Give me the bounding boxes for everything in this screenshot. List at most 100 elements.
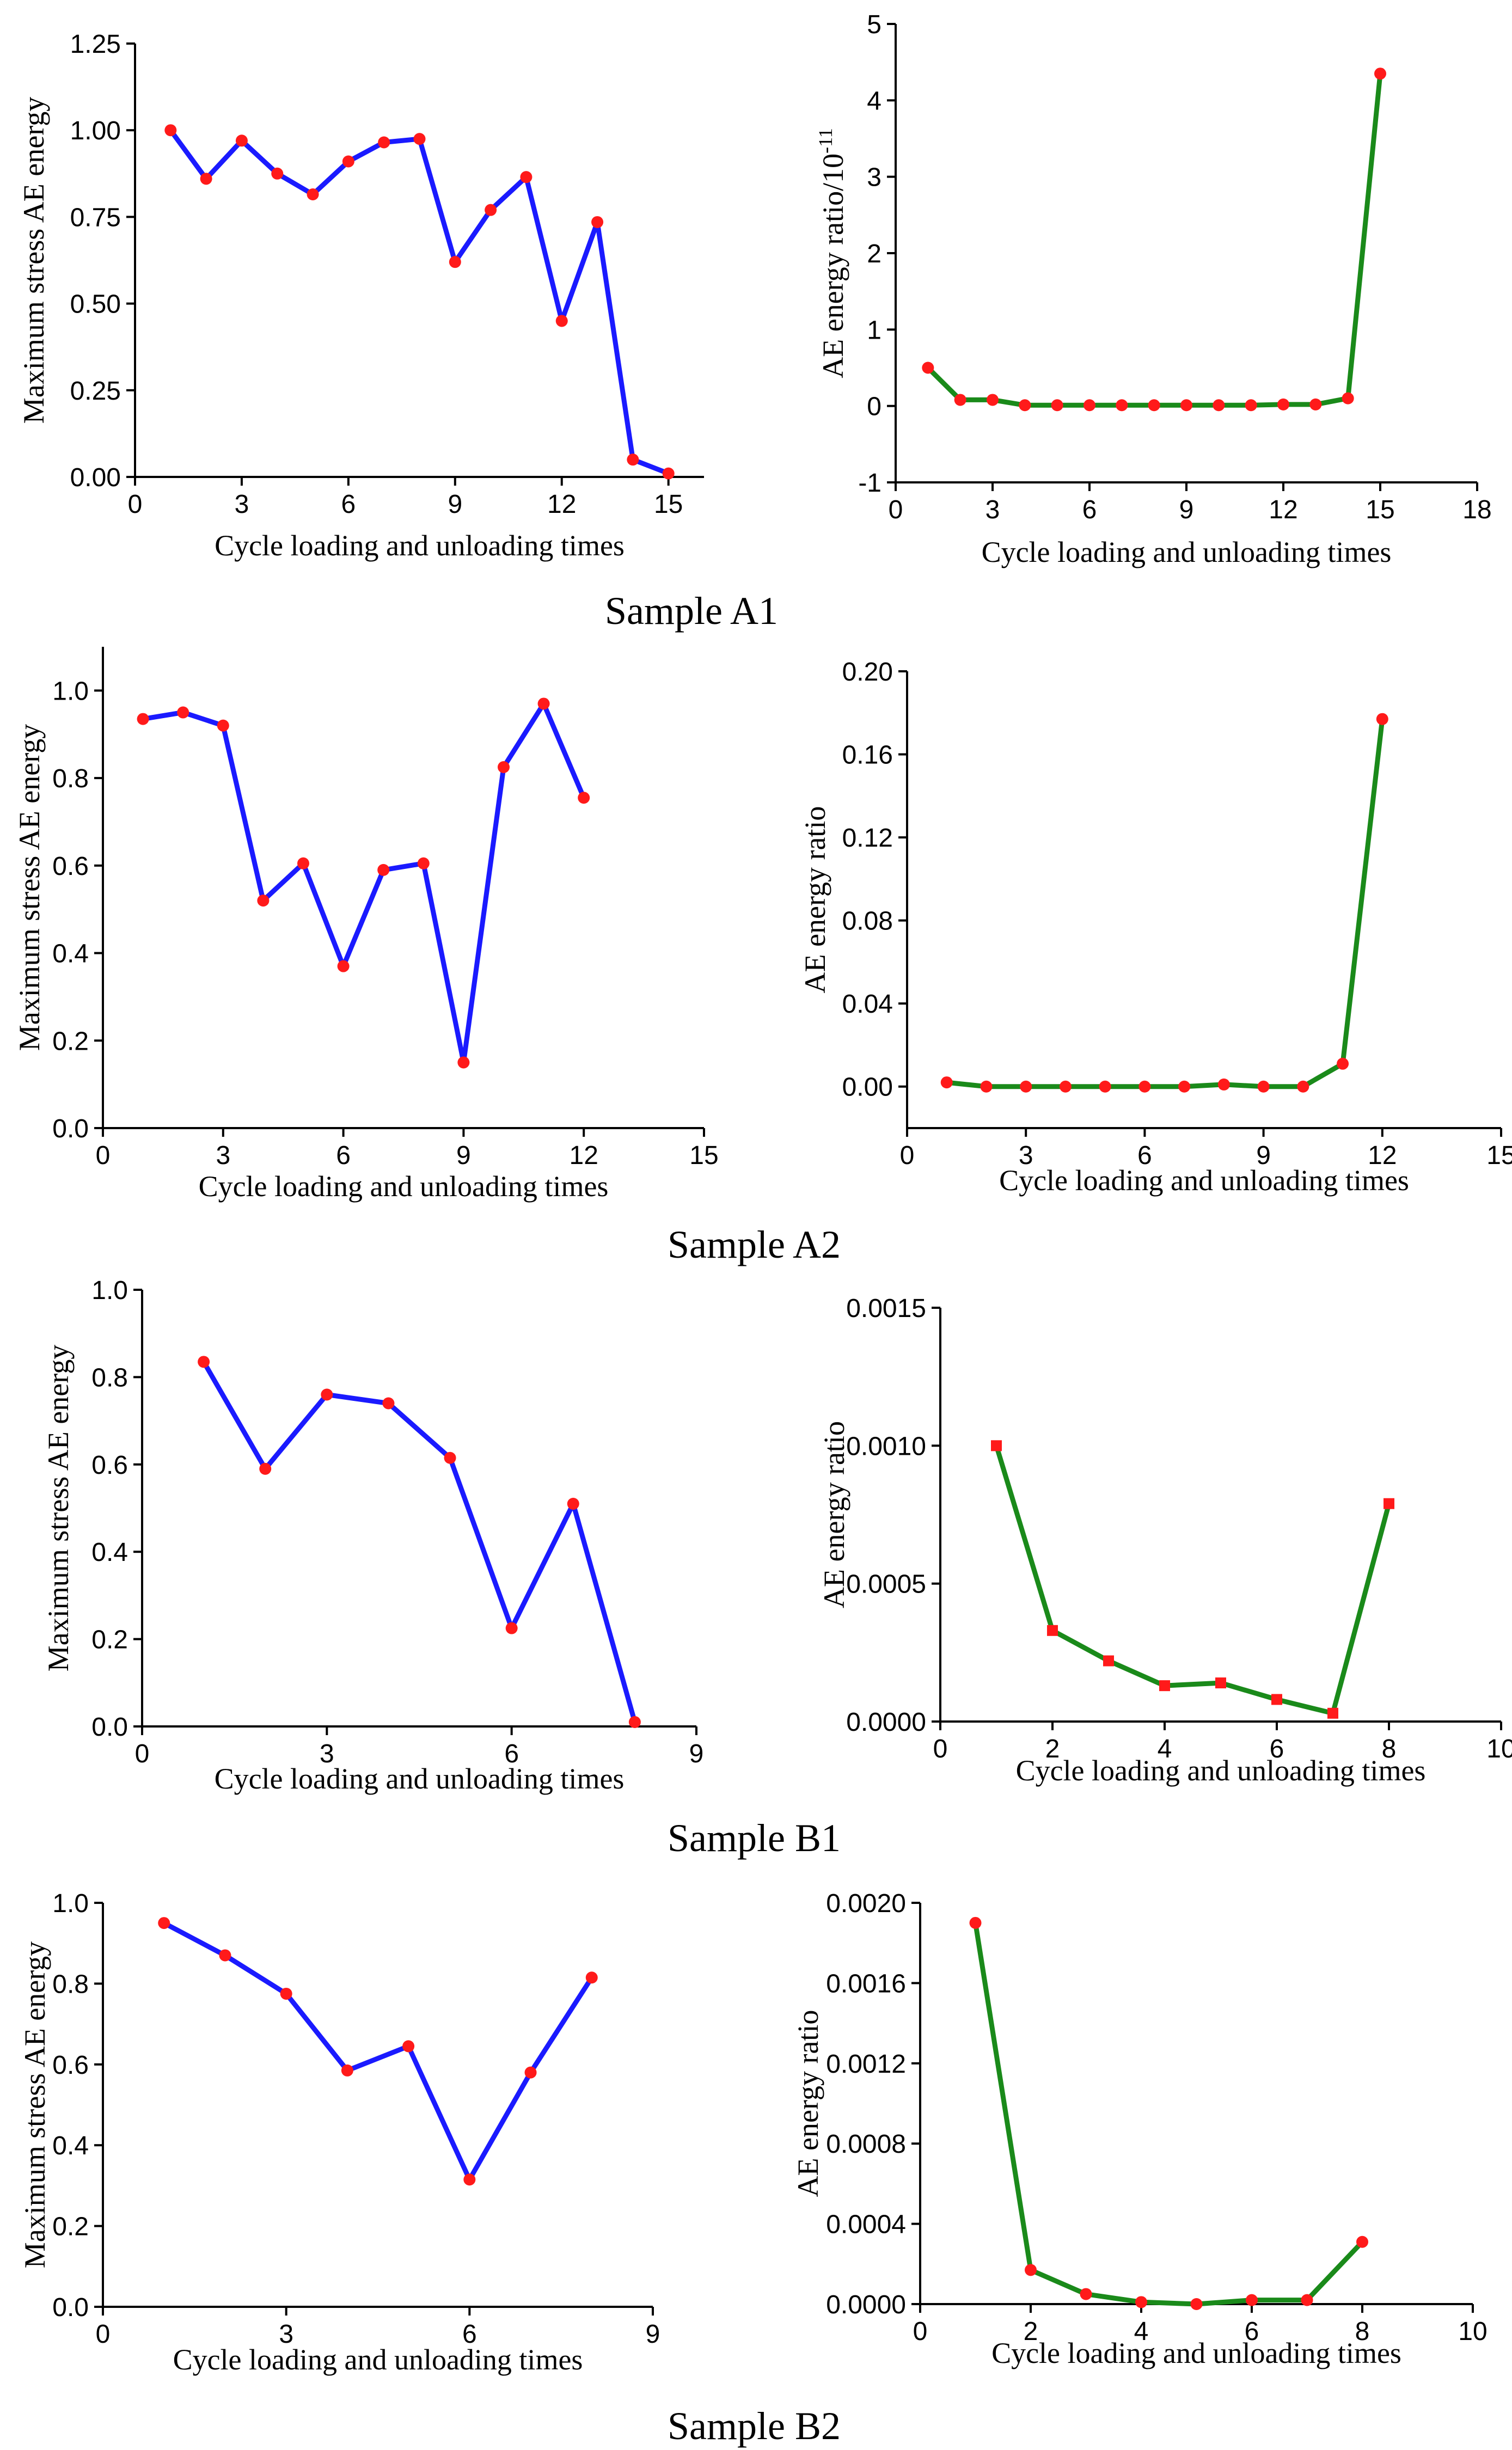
y-tick-label: 1.0 <box>91 1276 128 1305</box>
data-point <box>1059 1080 1072 1093</box>
y-tick-label: 0.0000 <box>846 1708 926 1737</box>
x-axis-label: Cycle loading and unloading times <box>999 1164 1409 1197</box>
data-point <box>1180 399 1192 412</box>
y-tick-label: 1.25 <box>70 30 121 59</box>
data-point <box>524 2066 537 2079</box>
data-point <box>137 713 149 725</box>
series-line <box>161 1920 595 2182</box>
data-point <box>297 857 309 869</box>
y-tick-label: 0.0004 <box>826 2210 906 2239</box>
y-tick-label: 3 <box>867 163 882 192</box>
y-tick-label: 0.16 <box>842 741 893 770</box>
data-point <box>991 1440 1002 1451</box>
data-point <box>1297 1080 1309 1093</box>
y-axis-label: Maximum stress AE energy <box>42 1345 75 1671</box>
data-point <box>485 204 497 216</box>
x-tick-label: 9 <box>646 2320 660 2349</box>
x-tick-label: 0 <box>96 1141 111 1170</box>
y-tick-label: 0.6 <box>52 2051 89 2080</box>
data-point <box>1246 2294 1258 2306</box>
x-tick-label: 2 <box>1045 1735 1060 1763</box>
data-point <box>1116 399 1128 412</box>
chart-b2-right: 0 2 4 6 8 10 0.0000 0.0004 0.0008 0.0012 0.0016 0.0… <box>792 1889 1487 2369</box>
x-tick-label: 0 <box>128 490 143 519</box>
y-tick-label: 0.08 <box>842 907 893 936</box>
y-tick-label: 0.0 <box>52 2293 89 2322</box>
data-point <box>1080 2288 1092 2300</box>
data-point <box>537 697 550 710</box>
y-tick-label: 0.6 <box>91 1451 128 1480</box>
data-point <box>520 171 532 183</box>
x-tick-label: 10 <box>1458 2317 1487 2346</box>
data-point <box>235 134 248 147</box>
x-axis-label: Cycle loading and unloading times <box>199 1170 609 1203</box>
data-point <box>555 315 568 327</box>
y-axis-label-superscript: -11 <box>815 128 836 154</box>
data-point <box>1051 399 1063 412</box>
data-point <box>457 1056 470 1069</box>
data-point <box>177 706 189 719</box>
y-tick-label: 5 <box>867 10 882 39</box>
data-point <box>922 362 934 374</box>
y-tick-label: 0.4 <box>52 940 89 969</box>
series-line <box>140 701 586 1065</box>
y-tick-label: -1 <box>858 469 882 498</box>
y-tick-label: 0.0012 <box>826 2050 906 2079</box>
data-point <box>585 1971 598 1984</box>
data-point <box>1277 398 1289 411</box>
x-axis-label: Cycle loading and unloading times <box>1016 1754 1426 1787</box>
data-point <box>1215 1677 1226 1689</box>
chart-a2-right: 0 3 6 9 12 15 0.00 0.04 0.08 0.12 0.16 0.20 Cycle lo… <box>799 658 1512 1197</box>
data-point <box>1337 1057 1349 1070</box>
x-tick-label: 6 <box>341 490 356 519</box>
data-point <box>1342 392 1354 405</box>
y-axis-label: Maximum stress AE energy <box>17 97 50 424</box>
data-point <box>1019 399 1031 412</box>
series-line <box>168 127 671 476</box>
data-point <box>1047 1625 1058 1636</box>
y-tick-label: 1.0 <box>52 1889 89 1918</box>
y-axis-label: AE energy ratio <box>818 1421 850 1608</box>
y-tick-label: 0.04 <box>842 990 893 1019</box>
series-line <box>201 1359 638 1725</box>
chart-a1-left: 0 3 6 9 12 15 0.00 0.25 0.50 0.75 1.00 1.25 Cycle lo… <box>17 30 704 562</box>
x-tick-label: 8 <box>1382 1735 1397 1763</box>
x-tick-label: 15 <box>654 490 683 519</box>
y-tick-label: 1 <box>867 316 882 345</box>
data-point <box>1217 1078 1230 1091</box>
x-tick-label: 6 <box>336 1141 351 1170</box>
x-tick-label: 3 <box>279 2320 293 2349</box>
data-point <box>463 2173 476 2186</box>
series-line <box>925 71 1383 408</box>
data-point <box>1159 1680 1170 1692</box>
data-point <box>987 394 999 406</box>
data-point <box>413 133 426 145</box>
data-point <box>1084 399 1095 412</box>
data-point <box>627 454 639 466</box>
data-point <box>954 394 966 406</box>
x-tick-label: 6 <box>1137 1141 1152 1170</box>
data-point <box>198 1356 210 1368</box>
data-point <box>1190 2298 1203 2310</box>
y-tick-label: 0.2 <box>52 1027 89 1056</box>
x-tick-label: 4 <box>1158 1735 1172 1763</box>
data-point <box>280 1987 292 2000</box>
x-tick-label: 0 <box>135 1739 150 1768</box>
data-point <box>1178 1080 1191 1093</box>
x-tick-label: 6 <box>1082 495 1097 524</box>
y-tick-label: 0.00 <box>842 1073 893 1102</box>
y-tick-label: 0.0000 <box>826 2290 906 2319</box>
data-point <box>1309 398 1322 411</box>
data-point <box>382 1397 395 1410</box>
data-point <box>1099 1080 1111 1093</box>
data-point <box>1257 1080 1270 1093</box>
data-point <box>1148 399 1160 412</box>
data-point <box>217 719 229 732</box>
chart-a2-left: 0 3 6 9 12 15 0.0 0.2 0.4 0.6 0.8 1.0 Cycle loading … <box>13 647 719 1203</box>
data-point <box>1138 1080 1151 1093</box>
y-axis-label: AE energy ratio/10-11 <box>815 128 849 378</box>
y-tick-label: 0.0010 <box>846 1432 926 1461</box>
x-tick-label: 9 <box>456 1141 471 1170</box>
